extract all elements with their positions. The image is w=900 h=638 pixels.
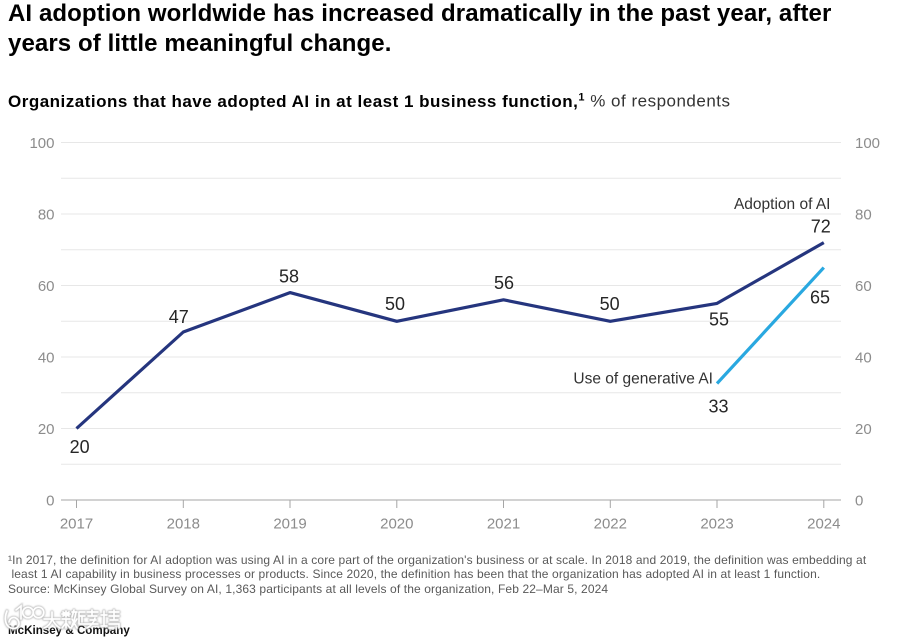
svg-text:72: 72 <box>811 216 831 236</box>
svg-text:56: 56 <box>494 273 514 293</box>
svg-text:20: 20 <box>38 421 55 438</box>
svg-text:0: 0 <box>46 492 54 509</box>
svg-text:40: 40 <box>38 349 55 366</box>
svg-text:50: 50 <box>600 294 620 314</box>
svg-text:47: 47 <box>169 307 189 327</box>
svg-text:2023: 2023 <box>700 516 733 533</box>
svg-text:58: 58 <box>279 266 299 286</box>
svg-text:2021: 2021 <box>487 516 520 533</box>
svg-text:2024: 2024 <box>807 516 840 533</box>
svg-text:80: 80 <box>855 206 872 223</box>
svg-text:100: 100 <box>29 135 54 152</box>
svg-text:0: 0 <box>855 492 863 509</box>
svg-text:40: 40 <box>855 349 872 366</box>
svg-text:60: 60 <box>38 278 55 295</box>
svg-text:Use of generative AI: Use of generative AI <box>573 371 713 388</box>
svg-text:2018: 2018 <box>167 516 200 533</box>
svg-text:55: 55 <box>709 310 729 330</box>
svg-text:Adoption of AI: Adoption of AI <box>734 196 831 213</box>
svg-text:2022: 2022 <box>594 516 627 533</box>
svg-text:60: 60 <box>855 278 872 295</box>
svg-text:80: 80 <box>38 206 55 223</box>
svg-text:20: 20 <box>855 421 872 438</box>
svg-text:50: 50 <box>385 294 405 314</box>
svg-text:20: 20 <box>70 437 90 457</box>
svg-text:33: 33 <box>708 397 728 417</box>
svg-text:2019: 2019 <box>273 516 306 533</box>
svg-text:100: 100 <box>855 135 880 152</box>
svg-text:2017: 2017 <box>60 516 93 533</box>
svg-text:65: 65 <box>810 287 830 307</box>
svg-text:2020: 2020 <box>380 516 413 533</box>
